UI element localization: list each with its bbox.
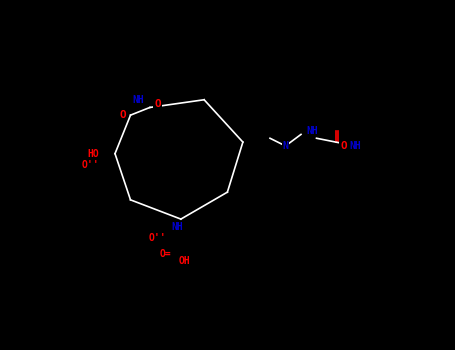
Text: NH: NH (171, 222, 183, 232)
Text: NH: NH (132, 95, 144, 105)
Text: NH: NH (307, 126, 318, 135)
Text: O=: O= (160, 249, 171, 259)
Text: OH: OH (179, 257, 191, 266)
Text: O: O (154, 99, 161, 108)
Text: O: O (119, 110, 126, 120)
Text: O'': O'' (82, 160, 100, 170)
Text: NH: NH (349, 141, 361, 151)
Text: HO: HO (88, 149, 100, 159)
Text: O: O (340, 141, 347, 151)
Text: N: N (283, 141, 288, 151)
Text: O'': O'' (149, 233, 167, 243)
